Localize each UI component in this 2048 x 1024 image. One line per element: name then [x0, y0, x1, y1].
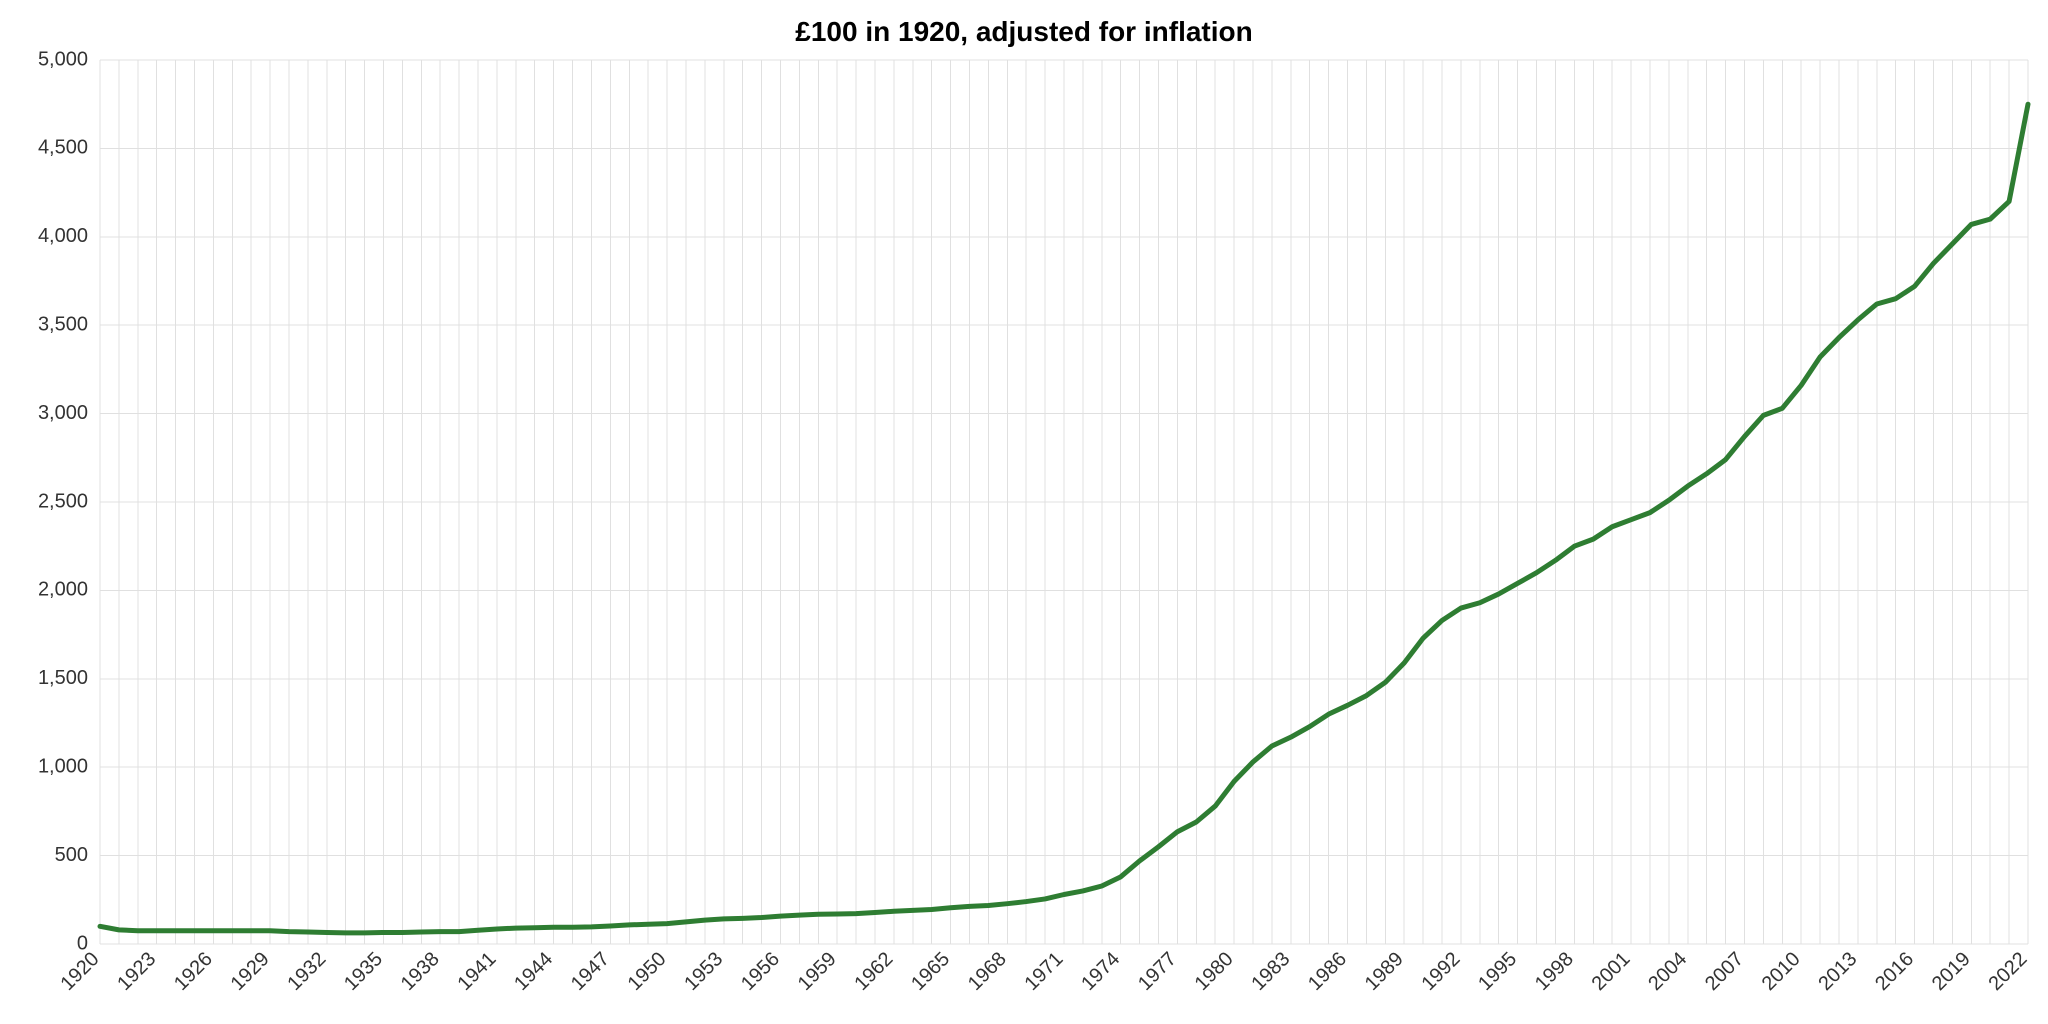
y-tick-label: 2,000: [38, 579, 88, 601]
x-tick-label: 1974: [1077, 948, 1124, 995]
x-tick-label: 1959: [794, 948, 841, 995]
y-tick-label: 4,000: [38, 225, 88, 247]
x-tick-label: 1923: [113, 948, 160, 995]
x-tick-label: 1965: [907, 948, 954, 995]
y-tick-label: 2,500: [38, 490, 88, 512]
y-tick-label: 500: [55, 844, 88, 866]
y-tick-label: 1,000: [38, 755, 88, 777]
x-tick-label: 1956: [737, 948, 784, 995]
x-tick-label: 2001: [1588, 948, 1635, 995]
x-tick-label: 1998: [1531, 948, 1578, 995]
x-tick-label: 1989: [1361, 948, 1408, 995]
x-tick-label: 2019: [1928, 948, 1975, 995]
x-tick-label: 1935: [340, 948, 387, 995]
x-tick-label: 1962: [850, 948, 897, 995]
x-tick-label: 2013: [1814, 948, 1861, 995]
x-tick-label: 1983: [1247, 948, 1294, 995]
x-tick-label: 1977: [1134, 948, 1181, 995]
y-tick-label: 1,500: [38, 667, 88, 689]
x-tick-label: 2016: [1871, 948, 1918, 995]
x-tick-label: 2007: [1701, 948, 1748, 995]
x-tick-label: 1941: [453, 948, 500, 995]
x-tick-label: 1992: [1417, 948, 1464, 995]
x-tick-label: 1938: [397, 948, 444, 995]
x-tick-label: 1953: [680, 948, 727, 995]
chart-svg: 05001,0001,5002,0002,5003,0003,5004,0004…: [0, 0, 2048, 1024]
x-tick-label: 2010: [1758, 948, 1805, 995]
x-tick-label: 1944: [510, 948, 557, 995]
x-tick-label: 1950: [624, 948, 671, 995]
x-tick-label: 2004: [1644, 948, 1691, 995]
y-tick-label: 4,500: [38, 137, 88, 159]
y-tick-label: 5,000: [38, 48, 88, 70]
y-tick-label: 3,500: [38, 313, 88, 335]
x-tick-label: 2022: [1985, 948, 2032, 995]
x-tick-label: 1932: [283, 948, 330, 995]
x-tick-label: 1986: [1304, 948, 1351, 995]
inflation-line-chart: £100 in 1920, adjusted for inflation 050…: [0, 0, 2048, 1024]
x-tick-label: 1920: [57, 948, 104, 995]
x-tick-label: 1968: [964, 948, 1011, 995]
x-tick-label: 1926: [170, 948, 217, 995]
x-tick-label: 1929: [227, 948, 274, 995]
x-tick-label: 1995: [1474, 948, 1521, 995]
x-tick-label: 1980: [1191, 948, 1238, 995]
y-tick-label: 3,000: [38, 402, 88, 424]
x-tick-label: 1971: [1021, 948, 1068, 995]
x-tick-label: 1947: [567, 948, 614, 995]
